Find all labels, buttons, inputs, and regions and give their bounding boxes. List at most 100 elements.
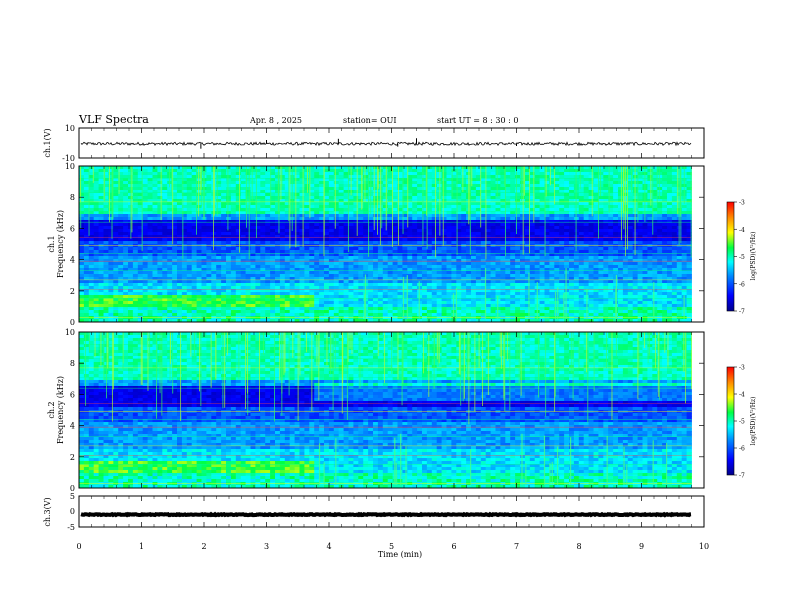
spectrogram-cell [113, 259, 119, 263]
spectrogram-cell [652, 211, 658, 215]
spectrogram-cell [446, 238, 452, 242]
spectrogram-cell [118, 232, 124, 236]
spectrogram-cell [328, 199, 335, 203]
spectrogram-cell [343, 262, 349, 266]
spectrogram-cell [627, 277, 634, 281]
spectrogram-cell [167, 259, 173, 263]
spectrogram-cell [559, 283, 565, 287]
spectrogram-cell [123, 280, 129, 284]
spectrogram-cell [216, 265, 222, 269]
spectrogram-cell [113, 172, 119, 176]
spectrogram-cell [534, 175, 540, 179]
spectrogram-cell [289, 241, 295, 245]
spectrogram-cell [431, 259, 438, 263]
spectrogram-cell [613, 229, 619, 233]
spectrogram-cell [549, 196, 555, 200]
spectrogram-cell [642, 229, 648, 233]
spectrogram-cell [431, 250, 438, 254]
spectrogram-cell [529, 226, 536, 230]
spectrogram-cell [451, 229, 457, 233]
spectrogram-cell [382, 169, 389, 173]
spectrogram-cell [583, 202, 589, 206]
spectrogram-cell [608, 211, 614, 215]
spectrogram-cell [255, 178, 261, 182]
spectrogram-cell [216, 172, 222, 176]
ch1-spikes [200, 138, 517, 149]
spectrogram-cell [382, 202, 389, 206]
spectrogram-cell [211, 253, 217, 257]
spectrogram-cell [137, 190, 144, 194]
spectrogram-cell [657, 274, 663, 278]
spectrogram-cell [88, 205, 95, 209]
spectrogram-cell [451, 238, 457, 242]
spectrogram-cell [451, 250, 457, 254]
spectrogram-cell [83, 220, 90, 224]
spectrogram-cell [407, 259, 413, 263]
spectrogram-cell [475, 268, 482, 272]
spectrogram-cell [309, 211, 315, 215]
spectrogram-cell [647, 166, 653, 170]
spectrogram-cell [539, 196, 545, 200]
spectrogram-cell [554, 283, 560, 287]
spectrogram-cell [353, 199, 359, 203]
spectrogram-cell [671, 175, 678, 179]
spectrogram-cell [230, 259, 237, 263]
spectrogram-cell [466, 283, 472, 287]
spectrogram-cell [539, 178, 545, 182]
spectrogram-cell [167, 262, 173, 266]
spectrogram-cell [573, 166, 580, 170]
spectrogram-cell [328, 214, 335, 218]
spectrogram-cell [451, 178, 457, 182]
spectrogram-cell [573, 220, 580, 224]
spectrogram-cell [564, 169, 570, 173]
spectrogram-cell [554, 208, 560, 212]
spectrogram-cell [113, 181, 119, 185]
spectrogram-cell [417, 265, 423, 269]
spectrogram-cell [294, 208, 300, 212]
spectrogram-cell [598, 190, 604, 194]
spectrogram-cell [554, 196, 560, 200]
spectrogram-cell [103, 229, 109, 233]
spectrogram-cell [279, 268, 286, 272]
spectrogram-cell [216, 169, 222, 173]
spectrogram-cell [250, 226, 256, 230]
spectrogram-cell [598, 256, 604, 260]
spectrogram-cell [142, 181, 148, 185]
spectrogram-cell [490, 166, 496, 170]
spectrogram-cell [333, 250, 340, 254]
spectrogram-cell [128, 280, 134, 284]
spectrogram-cell [471, 223, 477, 227]
spectrogram-cell [681, 280, 687, 284]
spectrogram-cell [147, 250, 153, 254]
spectrogram-cell [235, 214, 242, 218]
spectrogram-cell [456, 205, 462, 209]
spectrogram-cell [113, 223, 119, 227]
spectrogram-cell [549, 166, 555, 170]
spectrogram-cell [299, 271, 305, 275]
spectrogram-cell [671, 271, 678, 275]
spectrogram-cell [157, 271, 163, 275]
spectrogram-cell [613, 223, 619, 227]
spectrogram-cell [191, 265, 197, 269]
spectrogram-cell [245, 280, 251, 284]
spectrogram-cell [206, 226, 212, 230]
spectrogram-cell [265, 205, 271, 209]
spectrogram-cell [314, 232, 320, 236]
spectrogram-cell [147, 199, 153, 203]
spectrogram-cell [142, 187, 148, 191]
spectrogram-cell [113, 232, 119, 236]
spectrogram-cell [358, 175, 364, 179]
spectrogram-cell [348, 283, 354, 287]
spectrogram-cell [373, 262, 379, 266]
spectrogram-cell [529, 223, 536, 227]
spectrogram-cell [152, 271, 158, 275]
spectrogram-cell [83, 238, 90, 242]
spectrogram-cell [588, 223, 594, 227]
spectrogram-cell [603, 166, 609, 170]
spectrogram-cell [157, 193, 163, 197]
spectrogram-cell [475, 199, 482, 203]
spectrogram-cell [392, 196, 398, 200]
spectrogram-cell [279, 226, 286, 230]
spectrogram-cell [221, 190, 227, 194]
spectrogram-cell [500, 253, 506, 257]
